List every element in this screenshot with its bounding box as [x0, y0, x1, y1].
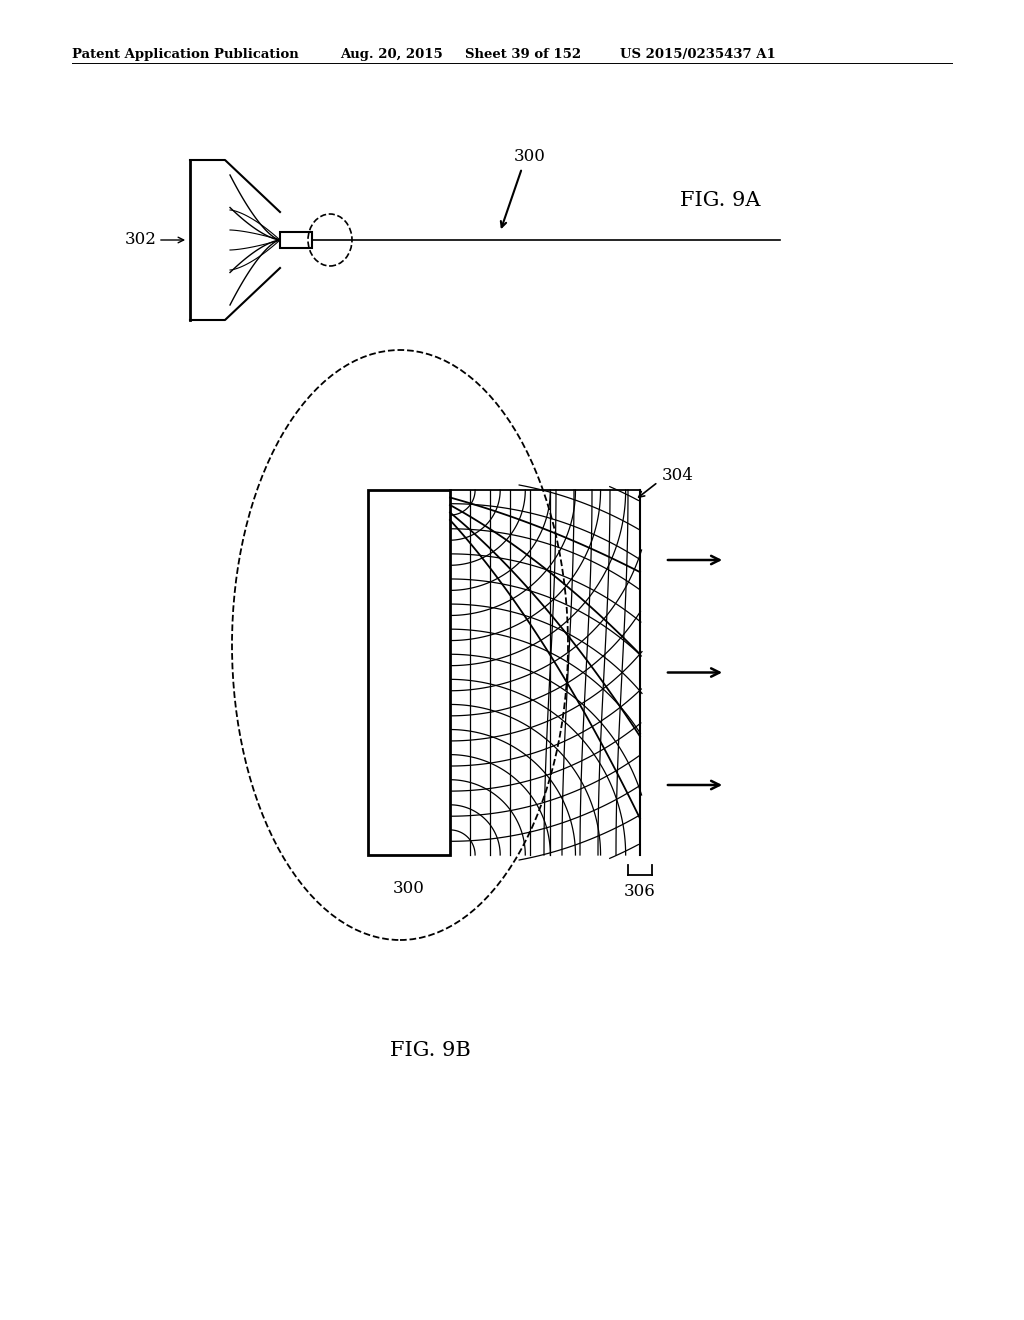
Text: FIG. 9A: FIG. 9A — [680, 190, 761, 210]
Text: 300: 300 — [393, 880, 425, 898]
Text: Sheet 39 of 152: Sheet 39 of 152 — [465, 48, 582, 61]
Text: Patent Application Publication: Patent Application Publication — [72, 48, 299, 61]
Text: 304: 304 — [662, 466, 694, 483]
Bar — [280, 232, 312, 248]
Text: 306: 306 — [624, 883, 656, 900]
Text: FIG. 9B: FIG. 9B — [389, 1040, 470, 1060]
Text: 300: 300 — [514, 148, 546, 165]
Bar — [368, 490, 450, 855]
Text: 302: 302 — [125, 231, 157, 248]
Text: Aug. 20, 2015: Aug. 20, 2015 — [340, 48, 442, 61]
Text: US 2015/0235437 A1: US 2015/0235437 A1 — [620, 48, 776, 61]
